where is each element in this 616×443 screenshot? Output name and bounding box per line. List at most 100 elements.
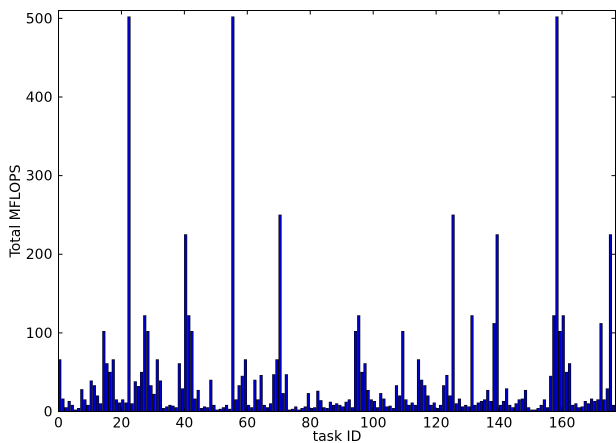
bar	[599, 323, 603, 412]
bar	[209, 379, 213, 412]
bar	[505, 388, 509, 412]
bar	[338, 404, 342, 412]
bar	[555, 16, 559, 412]
bar	[612, 404, 616, 412]
bar	[495, 234, 499, 412]
x-tick-label: 20	[113, 416, 131, 432]
bar	[567, 363, 572, 412]
bar	[517, 399, 521, 412]
bar	[398, 395, 402, 412]
x-tick-label: 120	[423, 416, 450, 432]
bar	[316, 390, 320, 412]
bar	[454, 403, 458, 412]
bar	[564, 371, 568, 412]
bar	[256, 399, 260, 412]
y-axis-ticks: 0 100 200 300 400 500	[26, 11, 616, 421]
bar	[190, 330, 194, 412]
bar	[86, 404, 90, 412]
bar	[382, 398, 386, 412]
bar	[196, 389, 200, 412]
bar	[426, 395, 430, 412]
bar	[420, 379, 424, 412]
bar	[492, 323, 496, 412]
bar	[259, 375, 263, 412]
bar	[149, 385, 153, 412]
bar	[234, 399, 238, 412]
x-tick-label: 140	[486, 416, 513, 432]
bar	[552, 315, 556, 412]
bar	[155, 359, 159, 412]
x-tick-label: 0	[54, 416, 63, 432]
bar	[124, 402, 128, 412]
bar	[341, 406, 345, 412]
bar	[590, 398, 594, 412]
bar	[140, 371, 144, 412]
bar	[272, 374, 276, 412]
bar	[432, 402, 436, 412]
bar	[61, 398, 65, 412]
bar	[549, 375, 553, 412]
bar	[83, 399, 87, 412]
bar	[108, 371, 112, 412]
y-tick-label: 400	[26, 90, 53, 106]
bar	[602, 399, 606, 412]
bar	[89, 380, 93, 412]
bar	[70, 404, 74, 412]
bar	[243, 359, 247, 412]
bar	[574, 403, 578, 412]
bar	[593, 400, 597, 412]
bar	[489, 400, 493, 412]
bar	[281, 393, 285, 412]
bar	[158, 380, 163, 412]
bar	[322, 407, 326, 412]
bar	[221, 407, 225, 412]
bar	[313, 407, 317, 412]
bar	[404, 399, 408, 412]
bar	[328, 401, 332, 412]
y-tick-label: 500	[26, 11, 53, 27]
bar	[539, 404, 543, 412]
bar	[193, 398, 197, 412]
bar	[527, 407, 531, 412]
bar	[240, 375, 244, 412]
bar	[473, 404, 477, 412]
bar	[92, 385, 96, 412]
bar	[80, 389, 84, 412]
y-tick-label: 200	[26, 247, 53, 263]
bar	[388, 405, 392, 412]
bar	[580, 406, 584, 412]
bar	[410, 402, 414, 412]
bar	[464, 404, 468, 412]
bar	[269, 403, 273, 412]
bar	[275, 359, 279, 412]
bar	[262, 404, 266, 412]
bar	[165, 406, 169, 412]
bar	[331, 404, 336, 412]
bar	[407, 404, 411, 412]
bar	[483, 399, 487, 412]
bar	[363, 363, 367, 412]
bar	[394, 385, 399, 412]
bar	[284, 374, 288, 412]
x-tick-label: 100	[360, 416, 387, 432]
bar	[577, 407, 581, 412]
bar	[171, 405, 175, 412]
bar	[152, 393, 156, 412]
bar	[514, 403, 518, 412]
y-axis-label: Total MFLOPS	[8, 164, 24, 258]
bar	[105, 363, 109, 412]
x-axis-ticks: 0 20 40 60 80 100 120 140 160	[54, 10, 575, 432]
bar	[212, 404, 216, 412]
bar	[64, 407, 68, 412]
bar	[111, 359, 115, 412]
bar	[542, 399, 546, 412]
bar	[67, 400, 71, 412]
bar	[376, 407, 380, 412]
bar	[467, 406, 471, 412]
bar	[571, 404, 575, 412]
bar	[95, 395, 100, 412]
bar	[357, 315, 361, 412]
bar	[558, 330, 562, 412]
bar	[520, 398, 524, 412]
